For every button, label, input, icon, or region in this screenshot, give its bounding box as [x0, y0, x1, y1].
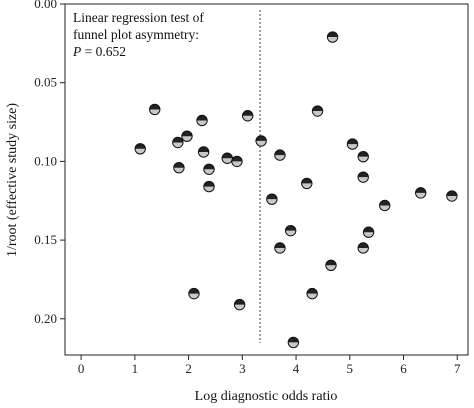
- annotation-line-3: P = 0.652: [72, 44, 126, 59]
- data-point: [311, 105, 324, 117]
- data-point: [357, 150, 369, 163]
- annotation-p-symbol: P: [72, 44, 81, 59]
- data-point: [274, 242, 286, 254]
- data-point: [415, 187, 427, 199]
- data-point: [233, 298, 246, 311]
- x-tick-label: 3: [239, 361, 246, 376]
- annotation-box: Linear regression test of funnel plot as…: [72, 10, 204, 59]
- x-tick-label: 0: [78, 361, 85, 376]
- y-axis: 0.00 0.05 0.10 0.15 0.20: [34, 0, 65, 326]
- x-tick-label: 1: [132, 361, 139, 376]
- x-tick-label: 4: [293, 361, 300, 376]
- data-point: [196, 114, 208, 127]
- data-point: [325, 259, 337, 271]
- data-point: [134, 143, 146, 155]
- data-point: [284, 224, 297, 237]
- data-point: [326, 31, 339, 43]
- data-point: [287, 336, 300, 349]
- data-point: [357, 171, 369, 183]
- x-tick-label: 5: [347, 361, 354, 376]
- annotation-line-2: funnel plot asymmetry:: [73, 27, 199, 42]
- x-tick-label: 2: [185, 361, 192, 376]
- plot-frame: [64, 3, 469, 356]
- x-tick-label: 6: [400, 361, 407, 376]
- data-point: [231, 155, 243, 168]
- data-point: [221, 152, 233, 164]
- data-point: [203, 180, 215, 193]
- data-point: [173, 161, 185, 174]
- data-point: [255, 135, 267, 147]
- data-point: [149, 103, 161, 116]
- x-axis: 0 1 2 3 4 5 6 7: [78, 355, 461, 376]
- data-points: [134, 31, 458, 349]
- data-point: [301, 177, 313, 190]
- data-point: [241, 110, 254, 122]
- data-point: [357, 242, 369, 254]
- data-point: [266, 193, 278, 205]
- annotation-p-value: = 0.652: [81, 44, 126, 59]
- data-point: [203, 163, 215, 175]
- y-tick-label: 0.10: [34, 153, 57, 168]
- data-point: [188, 287, 200, 300]
- y-tick-label: 0.00: [34, 0, 57, 11]
- data-point: [346, 138, 359, 150]
- y-tick-label: 0.15: [34, 232, 57, 247]
- data-point: [172, 136, 184, 149]
- y-axis-label: 1/root (effective study size): [5, 103, 20, 257]
- annotation-line-1: Linear regression test of: [73, 10, 204, 25]
- data-point: [197, 146, 210, 158]
- y-tick-label: 0.20: [34, 311, 57, 326]
- data-point: [274, 149, 286, 161]
- y-tick-label: 0.05: [34, 75, 57, 90]
- x-tick-label: 7: [454, 361, 461, 376]
- data-point: [379, 199, 391, 212]
- data-point: [306, 287, 318, 300]
- data-point: [181, 130, 193, 142]
- x-axis-label: Log diagnostic odds ratio: [195, 389, 338, 404]
- data-point: [362, 226, 375, 238]
- data-point: [446, 190, 458, 202]
